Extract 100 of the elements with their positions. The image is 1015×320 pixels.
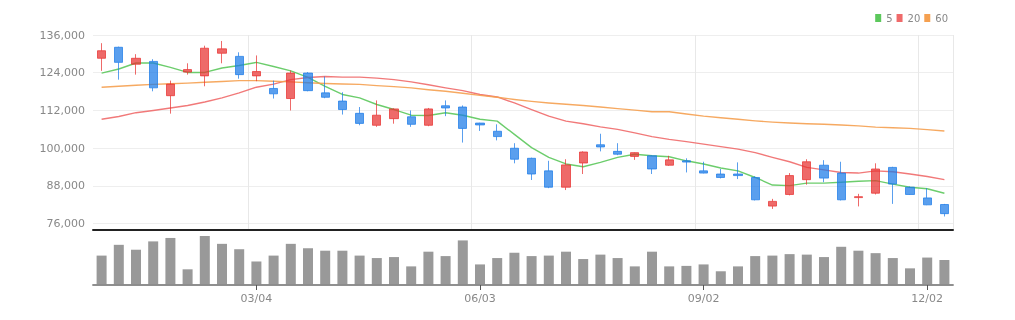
bar: [767, 255, 778, 285]
legend-label: 60: [935, 12, 949, 24]
bar: [939, 260, 950, 285]
legend-label: 20: [907, 12, 921, 24]
candlestick: [733, 161, 743, 180]
bar: [165, 237, 176, 285]
candlestick: [458, 104, 467, 144]
x-tick-label: 06/03: [464, 292, 496, 305]
bar: [905, 268, 915, 285]
candlestick: [940, 203, 949, 217]
bar: [457, 240, 468, 285]
candlestick: [493, 123, 502, 141]
candlestick: [424, 107, 433, 127]
bar: [784, 254, 795, 285]
candlestick: [441, 99, 450, 117]
candlestick: [114, 46, 123, 81]
bar: [251, 261, 262, 285]
candlestick: [286, 70, 295, 111]
bar: [440, 256, 451, 285]
bar: [354, 255, 365, 285]
bar: [629, 266, 640, 285]
bar: [561, 251, 571, 285]
bar: [750, 256, 761, 285]
candlestick: [751, 175, 760, 201]
bar: [595, 254, 606, 285]
bar: [182, 269, 193, 285]
bar: [268, 255, 279, 285]
bar: [715, 271, 726, 285]
bar: [131, 249, 141, 285]
candlestick: [871, 162, 880, 195]
candlestick: [166, 80, 175, 115]
bar: [922, 257, 933, 285]
candlestick: [372, 99, 381, 128]
candlestick: [338, 91, 347, 116]
candlestick: [183, 62, 192, 76]
candlestick: [217, 40, 227, 64]
bar: [303, 248, 313, 285]
bar: [664, 266, 675, 285]
x-tick-label: 09/02: [687, 292, 720, 305]
candlestick: [613, 142, 622, 156]
candlestick: [97, 42, 106, 72]
candlestick: [837, 161, 846, 201]
bar: [285, 243, 296, 285]
line-series: [100, 61, 946, 194]
candlestick: [596, 133, 605, 152]
candlestick: [716, 168, 725, 179]
bar: [234, 249, 245, 285]
y-tick-label: 100,000: [39, 141, 85, 155]
candlestick: [802, 158, 811, 186]
candlestick: [579, 150, 588, 175]
candlestick: [527, 157, 536, 181]
bar: [96, 255, 107, 285]
bar: [320, 250, 331, 285]
bar: [199, 236, 210, 285]
bar: [389, 257, 399, 285]
candlestick: [561, 158, 571, 191]
y-tick-label: 112,000: [39, 103, 85, 117]
candlestick: [819, 159, 829, 183]
candlestick: [544, 160, 553, 189]
bar: [371, 258, 382, 285]
bar: [148, 241, 159, 285]
legend-label: 5: [886, 12, 893, 24]
candlestick: [303, 71, 313, 92]
candlestick: [269, 80, 278, 100]
candlestick: [630, 151, 639, 161]
bar: [217, 243, 227, 285]
candlestick: [475, 122, 485, 132]
candlestick: [785, 172, 794, 196]
y-tick-label: 76,000: [46, 217, 85, 231]
candlestick: [699, 161, 708, 174]
y-tick-label: 88,000: [46, 179, 85, 193]
bar: [423, 251, 434, 285]
candlestick: [200, 45, 209, 87]
x-tick-label: 12/02: [911, 292, 944, 305]
y-tick-label: 124,000: [39, 66, 85, 80]
candlestick: [854, 193, 863, 207]
candlestick: [768, 198, 777, 210]
x-tick-label: 03/04: [240, 292, 273, 305]
candlestick: [355, 106, 364, 126]
candlestick: [149, 58, 158, 92]
candlestick: [923, 187, 932, 206]
candlestick: [888, 166, 897, 205]
bar: [492, 258, 503, 285]
bar: [612, 258, 623, 285]
bar: [543, 255, 554, 285]
candlestick: [131, 53, 141, 76]
candlestick: [905, 186, 915, 196]
bar: [870, 253, 881, 285]
y-tick-label: 136,000: [39, 28, 85, 42]
bar: [578, 259, 589, 285]
bar: [509, 252, 520, 285]
candlestick: [647, 154, 657, 175]
bar: [526, 256, 537, 285]
bar: [836, 246, 847, 285]
bar: [337, 250, 348, 285]
bar: [698, 264, 709, 285]
bar: [647, 251, 657, 285]
line-series: [100, 75, 946, 181]
bar: [406, 266, 417, 285]
candlestick: [407, 109, 416, 128]
